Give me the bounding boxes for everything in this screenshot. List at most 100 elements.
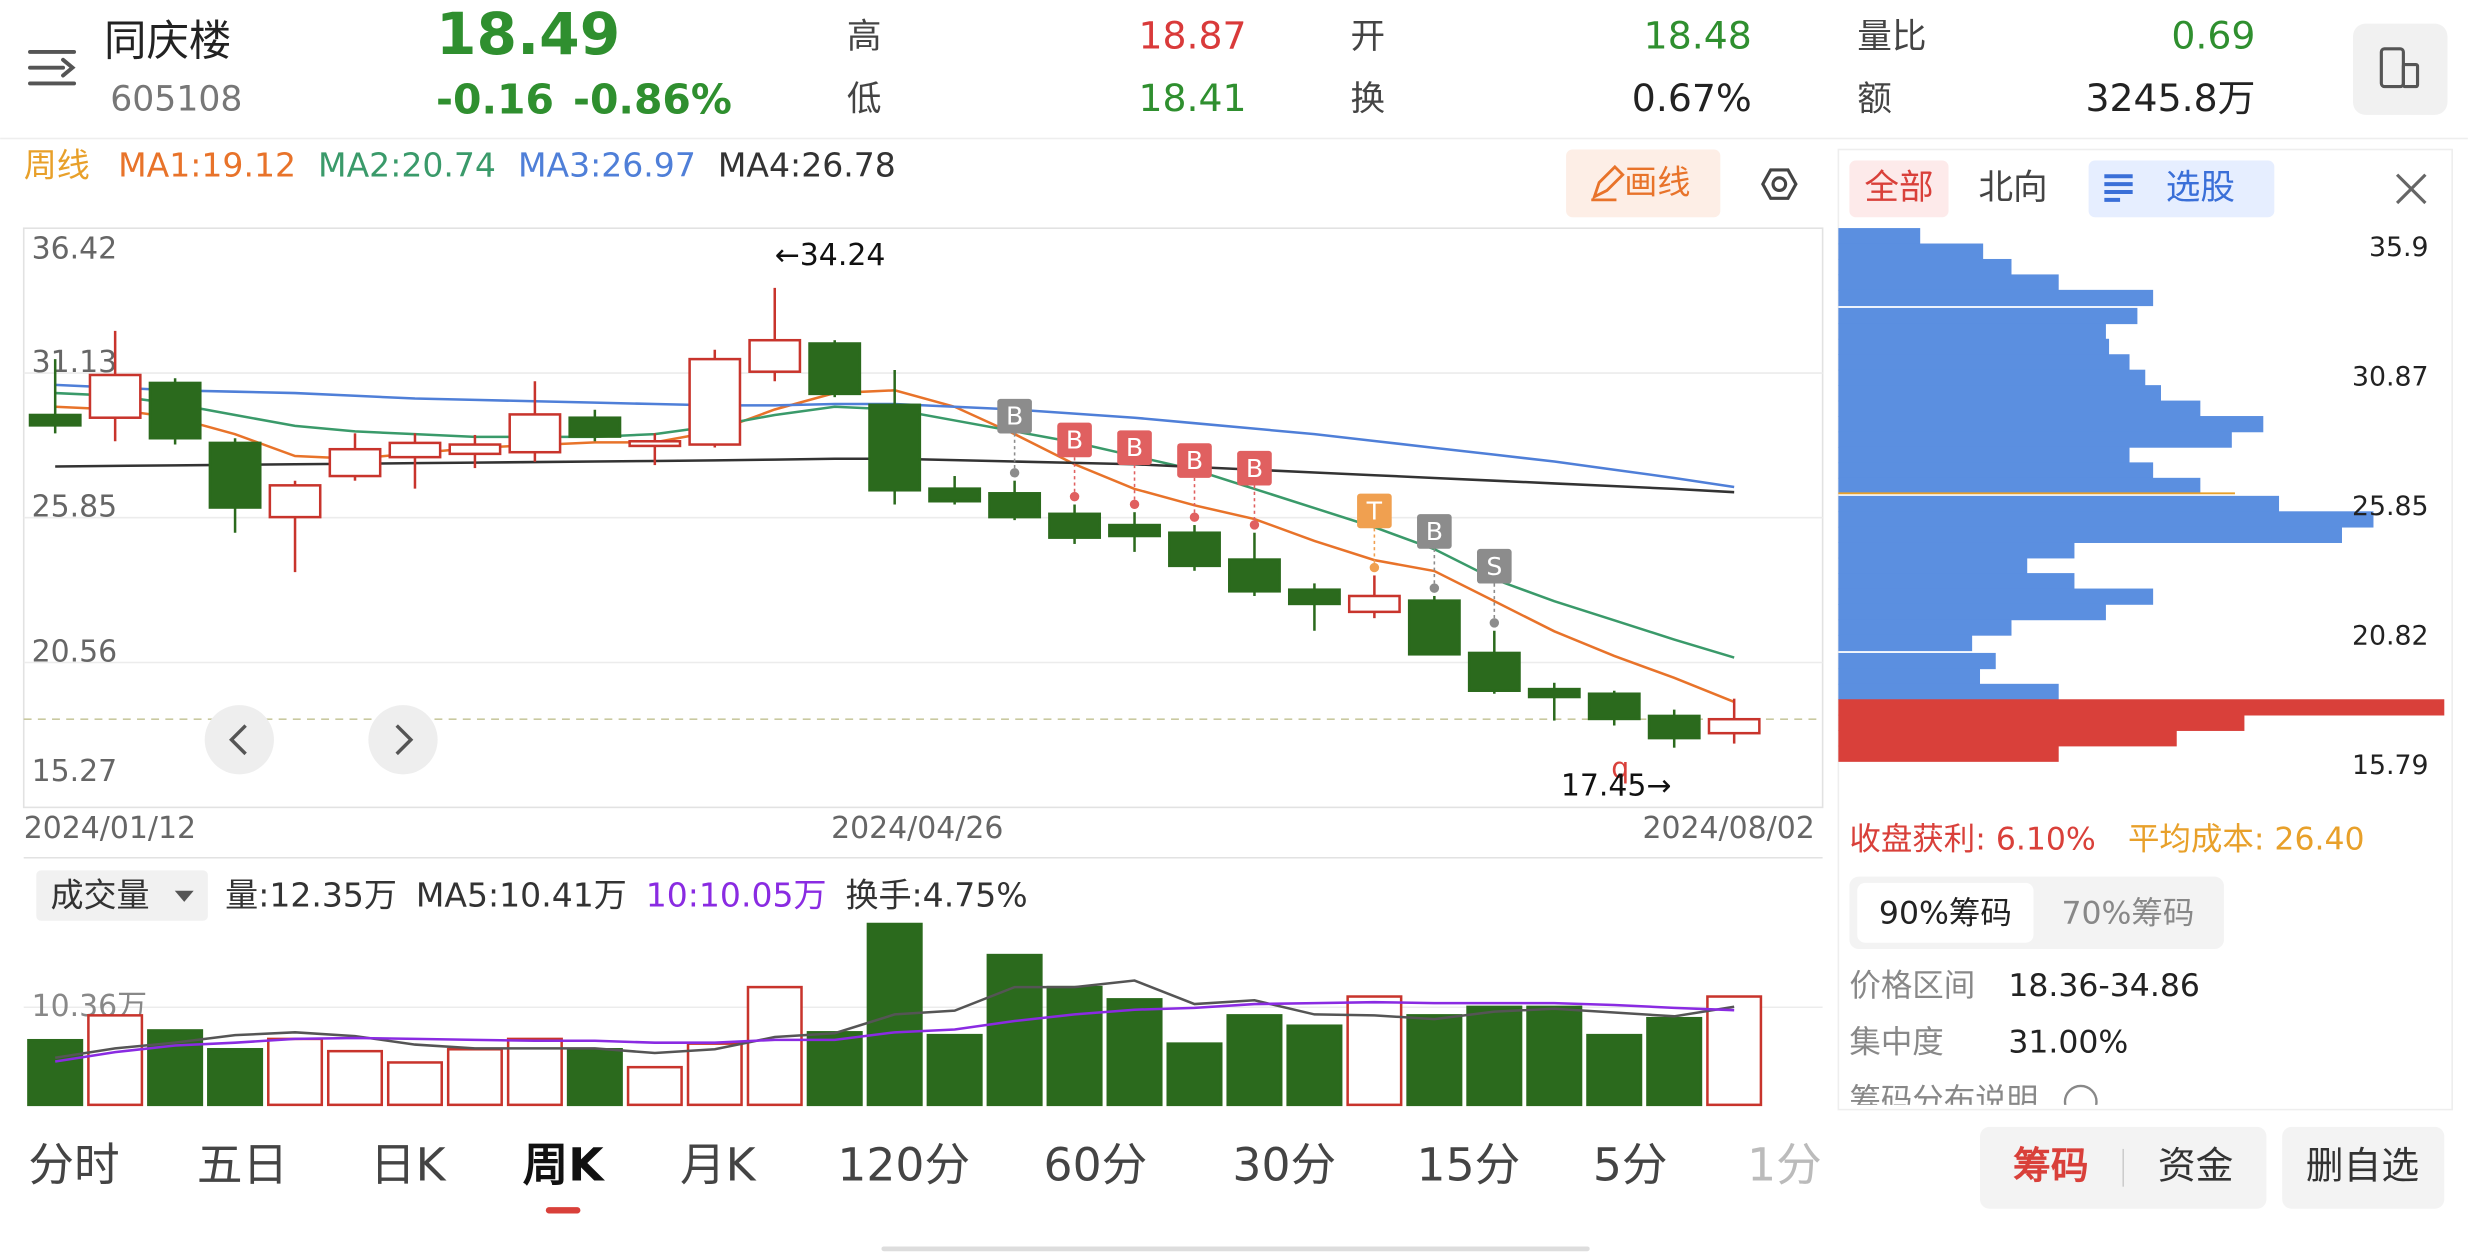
volume-legend: 换手:4.75% [845,876,1027,915]
ma-legend: MA2:20.74 [318,145,496,184]
volume-selector[interactable] [36,870,208,921]
segment-70[interactable]: 70%筹码 [2062,895,2195,931]
candle-body [268,484,322,519]
field-value: 3245.8万 [2086,76,2256,120]
volume-legend: 量:12.35万 [225,876,397,915]
candle-body [388,441,442,459]
candle-body [1707,717,1761,735]
candle-body [868,403,922,492]
volume-bar [1406,1014,1463,1107]
volume-bar [746,985,803,1107]
period-tab[interactable]: 30分 [1232,1138,1336,1191]
stock-name: 同庆楼 [104,18,231,67]
low-label: 17.45→ [1561,769,1672,804]
volume-bar [1526,1005,1583,1107]
period-tab[interactable]: 1分 [1747,1138,1822,1191]
funds-button[interactable]: 资金 [2158,1143,2234,1187]
y-tick-label: 15.27 [32,754,118,789]
field-value: 0.67% [1632,76,1752,120]
segment-90: 90%筹码 [1879,895,2012,931]
pencil-icon [1591,164,1625,202]
period-tab[interactable]: 月K [680,1138,757,1191]
device-button[interactable] [2353,23,2448,115]
volume-bar [1226,1014,1283,1107]
signal-label: B [1186,446,1203,475]
device-icon [2379,47,2420,89]
chip-bar [1838,730,2177,747]
field-label: 开 [1350,17,1385,57]
period-tab[interactable]: 分时 [28,1138,119,1191]
chip-bar [1838,462,2154,479]
field-value: 18.87 [1138,13,1246,57]
signal-dot [1249,520,1260,530]
settings-icon[interactable] [1761,168,1798,200]
field-label: 换 [1350,80,1385,120]
avg-cost: 平均成本: 26.40 [2128,821,2365,857]
chip-bar [1838,274,2059,291]
chip-bar [1838,431,2232,448]
volume-bar [1046,985,1103,1107]
chip-tab-label: 选股 [2166,168,2235,208]
period-tab[interactable]: 周K [523,1138,606,1191]
signal-label: S [1486,552,1502,581]
period-tab[interactable]: 120分 [837,1138,970,1191]
period-tab[interactable]: 5分 [1593,1138,1668,1191]
candle-body [1527,687,1581,699]
chip-note[interactable]: 筹码分布说明 [1849,1083,2038,1119]
period-tab[interactable]: 15分 [1417,1138,1521,1191]
chip-tab[interactable] [2088,160,2275,218]
ma-legend: MA4:26.78 [718,145,896,184]
remove-button[interactable] [2282,1126,2445,1209]
candle-body [1647,714,1701,740]
volume-bar [1646,1016,1703,1107]
signal-label: B [1006,402,1023,431]
period-tab[interactable]: 五日 [197,1138,288,1191]
candle-body [328,447,382,478]
field-value: 18.48 [1644,13,1752,57]
chip-price-label: 20.82 [2352,620,2429,651]
candle-body [1168,531,1221,568]
chips-button[interactable]: 筹码 [2013,1143,2089,1187]
close-icon[interactable] [2395,173,2427,205]
volume-legend: MA5:10.41万 [416,876,627,915]
help-icon[interactable] [2063,1084,2098,1117]
signal-label: T [1366,496,1383,525]
signal-badge [1477,548,1512,584]
chip-tab[interactable] [1849,160,1949,218]
signal-dot [1069,491,1080,502]
remove-button-label: 删自选 [2306,1143,2419,1187]
stat-value: 18.36-34.86 [2008,968,2200,1004]
settings-icon-dot [1771,176,1788,193]
signal-label: B [1126,433,1143,462]
chip-tab-label: 全部 [1864,168,1933,208]
volume-bar [1346,995,1403,1107]
nav-right[interactable] [368,705,438,775]
segment-active[interactable] [1857,882,2034,943]
field-label: 额 [1857,80,1892,120]
candle-body [208,441,262,509]
signal-badge [1417,514,1452,549]
chip-bar [1838,557,2028,574]
period-tab[interactable]: 日K [370,1138,447,1191]
signal-badge [1237,450,1272,486]
menu-icon[interactable] [28,49,77,86]
field-label: 量比 [1857,17,1926,57]
chip-bar [1838,714,2245,731]
chip-bar [1838,495,2280,513]
chip-bar [1838,323,2106,340]
candle-body [1228,558,1281,593]
stat-value: 31.00% [2008,1024,2128,1060]
period-tab[interactable]: 60分 [1044,1138,1148,1191]
chip-bar [1838,619,2012,636]
volume-bar [386,1061,443,1107]
candle-body [508,413,562,454]
quote-fields: 高 18.87 低 18.41 开 18.48 换 0.67% 量比 0.69 额 3245.8万 [847,13,2256,120]
candle-body [1048,512,1102,539]
nav-left[interactable] [204,705,274,775]
signal-dot [1369,562,1380,573]
volume-legend: 10:10.05万 [646,876,827,915]
chip-bar [1838,573,2075,590]
y-tick-label: 25.85 [32,490,118,525]
